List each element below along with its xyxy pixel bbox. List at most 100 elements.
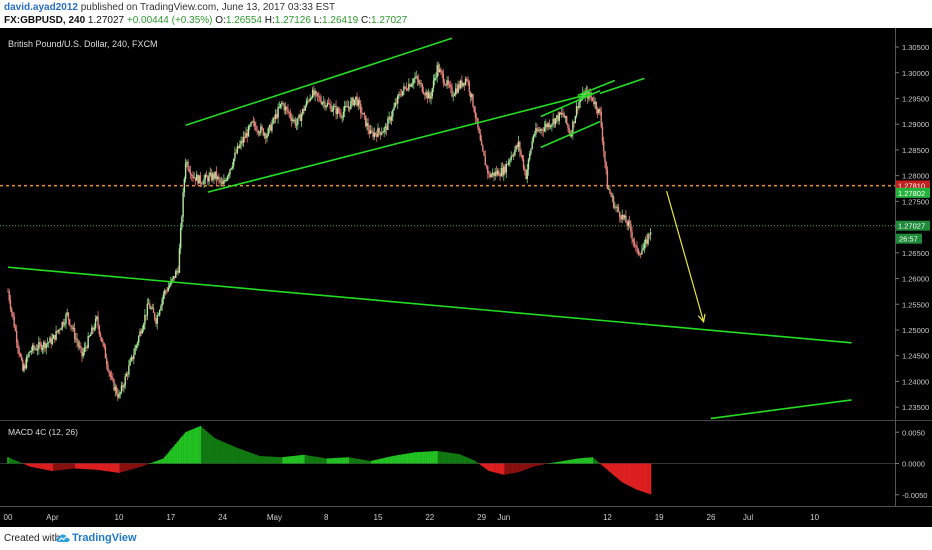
- macd-bar: [293, 455, 295, 464]
- macd-bar: [538, 463, 541, 466]
- candle-body: [640, 254, 642, 255]
- macd-bar: [606, 463, 609, 470]
- macd-bar: [541, 463, 543, 465]
- macd-bar: [13, 459, 15, 464]
- candle-body: [570, 133, 573, 137]
- candle-body: [104, 346, 107, 359]
- macd-bar: [179, 438, 182, 464]
- candle-body: [599, 108, 601, 112]
- macd-bar: [156, 460, 158, 464]
- candle-body: [600, 111, 602, 127]
- candle-body: [223, 180, 225, 185]
- macd-bar: [225, 443, 227, 464]
- macd-bar: [422, 451, 425, 464]
- candle-body: [341, 117, 343, 118]
- macd-bar: [514, 463, 516, 473]
- macd-bar: [22, 463, 24, 464]
- candle-body: [133, 354, 135, 360]
- candle-body: [426, 91, 429, 99]
- macd-bar: [546, 463, 548, 464]
- macd-bar: [360, 459, 362, 464]
- ohlc-high-key: H:: [264, 15, 275, 26]
- macd-bar: [374, 459, 377, 464]
- macd-bar: [302, 454, 304, 464]
- candle-body: [566, 116, 568, 124]
- macd-bar: [203, 429, 205, 464]
- candle-body: [46, 342, 49, 344]
- candle-body: [466, 79, 468, 81]
- candle-body: [161, 299, 163, 307]
- tradingview-brand[interactable]: TradingView: [72, 532, 137, 544]
- candle-body: [551, 124, 553, 126]
- candle-body: [109, 372, 112, 377]
- candle-body: [198, 175, 200, 184]
- macd-bar: [49, 463, 51, 471]
- candle-body: [66, 312, 68, 315]
- candle-body: [313, 89, 315, 96]
- candle-body: [458, 84, 461, 88]
- candle-body: [52, 335, 55, 339]
- candle-body: [261, 126, 263, 129]
- candle-body: [302, 108, 304, 115]
- candle-body: [177, 270, 179, 273]
- candle-body: [286, 106, 288, 109]
- candle-body: [123, 385, 125, 388]
- candle-body: [615, 206, 617, 208]
- macd-bar: [56, 463, 59, 471]
- candle-body: [40, 343, 42, 350]
- macd-bar: [73, 463, 76, 469]
- macd-bar: [331, 458, 334, 464]
- candle-body: [126, 373, 129, 375]
- chart-area[interactable]: British Pound/U.S. Dollar, 240, FXCM 1.30…: [0, 28, 932, 527]
- macd-bar: [561, 461, 563, 464]
- candle-body: [405, 87, 408, 90]
- macd-bar: [8, 457, 10, 464]
- macd-bar: [356, 458, 358, 464]
- macd-bar: [124, 463, 126, 472]
- candle-body: [28, 352, 30, 357]
- macd-bar: [145, 463, 147, 465]
- candle-body: [247, 126, 250, 137]
- macd-bar: [499, 463, 501, 474]
- candle-body: [390, 116, 393, 121]
- macd-bar: [91, 463, 93, 470]
- macd-bar: [512, 463, 515, 474]
- candle-body: [318, 96, 320, 97]
- macd-bar: [516, 463, 519, 473]
- candle-body: [352, 98, 355, 106]
- candle-body: [141, 329, 144, 334]
- candle-body: [203, 178, 205, 184]
- candle-body: [209, 173, 211, 176]
- candle-body: [339, 112, 341, 114]
- candle-body: [506, 163, 509, 165]
- macd-bar: [39, 463, 41, 469]
- candle-body: [310, 97, 313, 99]
- macd-bar: [648, 463, 651, 494]
- macd-bar: [66, 463, 68, 470]
- candle-body: [383, 128, 385, 133]
- candle-body: [395, 102, 398, 104]
- macd-bar: [152, 462, 155, 464]
- macd-bar: [579, 458, 581, 464]
- candle-body: [151, 307, 153, 309]
- macd-bar: [548, 463, 551, 464]
- macd-bar: [250, 452, 252, 464]
- macd-bar: [515, 463, 517, 473]
- macd-bar: [44, 463, 46, 470]
- macd-bar: [98, 463, 100, 471]
- macd-bar: [304, 454, 306, 464]
- macd-bar: [392, 456, 394, 464]
- macd-bar: [97, 463, 99, 470]
- price-chart[interactable]: British Pound/U.S. Dollar, 240, FXCM 1.30…: [0, 28, 932, 527]
- macd-bar: [255, 454, 257, 464]
- macd-bar: [28, 463, 30, 467]
- macd-bar: [500, 463, 503, 475]
- candle-body: [627, 221, 630, 226]
- macd-bar: [168, 451, 171, 464]
- macd-bar: [297, 455, 299, 464]
- macd-bar: [171, 448, 173, 464]
- macd-bar: [109, 463, 112, 472]
- candle-body: [604, 151, 606, 163]
- author-link[interactable]: david.ayad2012: [4, 2, 78, 13]
- candle-body: [575, 106, 578, 117]
